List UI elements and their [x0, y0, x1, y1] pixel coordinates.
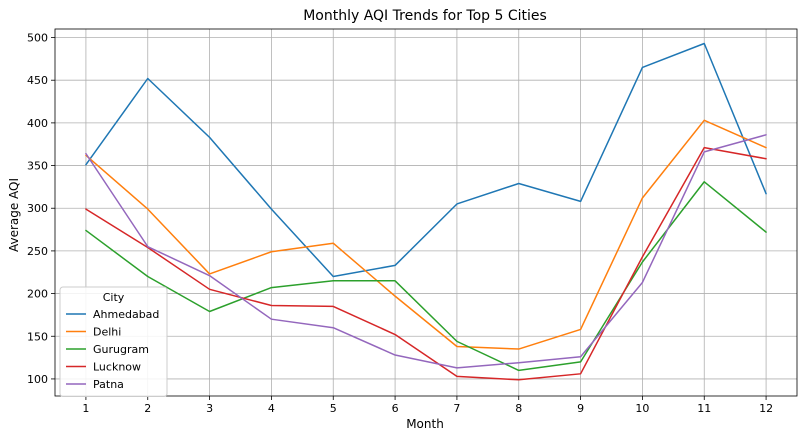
y-tick-label: 400	[27, 117, 48, 130]
chart-title: Monthly AQI Trends for Top 5 Cities	[303, 8, 547, 24]
series-layer	[85, 42, 767, 381]
y-tick-label: 300	[27, 202, 48, 215]
legend-box	[59, 286, 168, 397]
x-tick-label: 2	[144, 402, 151, 415]
legend-label-delhi: Delhi	[93, 326, 121, 339]
y-tick-label: 250	[27, 245, 48, 258]
series-line-patna	[85, 134, 767, 369]
x-tick-label: 12	[759, 402, 773, 415]
y-axis-label: Average AQI	[7, 178, 21, 252]
x-tick-label: 3	[206, 402, 213, 415]
legend-label-patna: Patna	[93, 378, 124, 391]
x-axis-label: Month	[406, 417, 444, 431]
legend: City Ahmedabad Delhi Gurugram Lucknow Patna	[59, 286, 168, 397]
y-tick-label: 500	[27, 32, 48, 45]
x-tick-label: 5	[330, 402, 337, 415]
series-line-gurugram	[85, 181, 767, 372]
legend-label-gurugram: Gurugram	[93, 343, 149, 356]
y-tick-label: 200	[27, 288, 48, 301]
ticks-layer: 1 2 3 4 5 6 7 8 9 10 11 121001502002503003504004505…	[27, 32, 773, 415]
x-tick-label: 7	[453, 402, 460, 415]
series-line-ahmedabad	[85, 42, 767, 278]
legend-label-lucknow: Lucknow	[93, 361, 141, 374]
y-tick-label: 100	[27, 373, 48, 386]
x-tick-label: 6	[392, 402, 399, 415]
x-tick-label: 11	[697, 402, 711, 415]
x-tick-label: 1	[82, 402, 89, 415]
grid-layer	[55, 29, 797, 396]
y-tick-label: 350	[27, 160, 48, 173]
x-tick-label: 8	[515, 402, 522, 415]
axes-layer	[54, 28, 798, 397]
series-line-lucknow	[85, 146, 767, 381]
x-tick-label: 4	[268, 402, 275, 415]
y-tick-label: 150	[27, 330, 48, 343]
y-tick-label: 450	[27, 74, 48, 87]
legend-title: City	[103, 291, 125, 304]
x-tick-label: 9	[577, 402, 584, 415]
series-line-delhi	[85, 119, 767, 350]
legend-label-ahmedabad: Ahmedabad	[93, 308, 159, 321]
plot-frame	[54, 28, 798, 397]
x-tick-label: 10	[635, 402, 649, 415]
